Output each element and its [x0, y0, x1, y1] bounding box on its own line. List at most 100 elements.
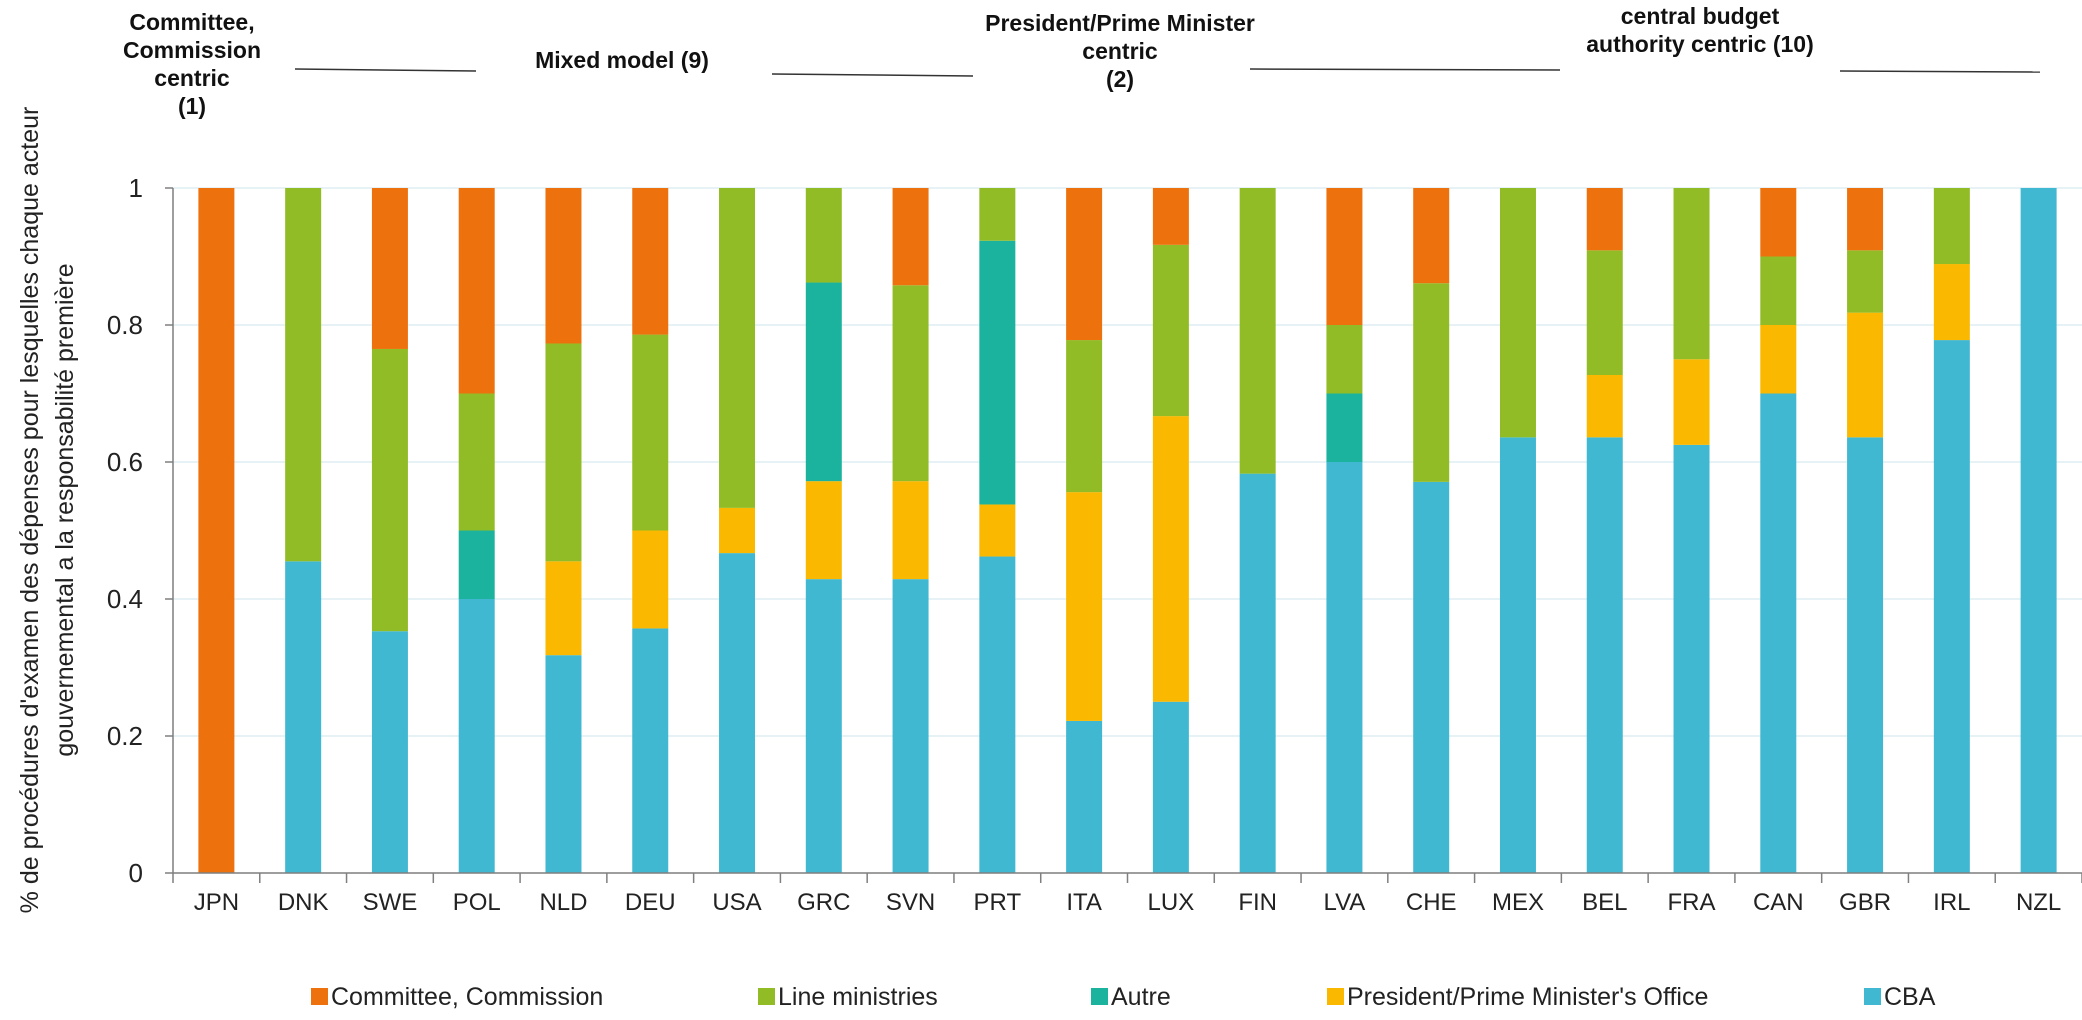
bar-segment-president-fra [1673, 359, 1710, 445]
bar-segment-line-dnk [285, 188, 322, 562]
x-tick-label: NZL [2016, 889, 2061, 916]
bar-segment-cba-can [1760, 393, 1797, 873]
legend-swatch-autre [1091, 988, 1108, 1005]
bar-segment-committee-swe [371, 188, 408, 349]
legend: Committee, Commission Line ministries Autr… [311, 983, 1936, 1011]
bar-segment-line-svn [892, 285, 929, 482]
bar-segment-autre-prt [979, 240, 1016, 505]
x-tick-label: CAN [1753, 889, 1804, 916]
y-tick-label: 0.4 [107, 584, 143, 614]
bar-segment-cba-prt [979, 556, 1016, 873]
y-axis-title: % de procédures d'examen des dépenses po… [16, 107, 79, 914]
bar-segment-cba-bel [1586, 437, 1623, 873]
x-tick-label: SVN [886, 889, 935, 916]
group-annotation-line: central budget [1621, 3, 1780, 29]
group-annotation-line: Committee, [129, 9, 254, 35]
legend-swatch-cba [1864, 988, 1881, 1005]
bar-segment-cba-nld [545, 655, 582, 873]
bar-segment-line-fra [1673, 188, 1710, 360]
bar-segment-president-ita [1066, 492, 1103, 721]
bar-segment-line-swe [371, 348, 408, 632]
bar-segment-autre-pol [458, 530, 495, 599]
group-separator-line [1249, 68, 1561, 71]
bar-segment-line-prt [979, 188, 1016, 241]
bar-segment-committee-deu [632, 188, 669, 335]
bar-segment-line-fin [1239, 188, 1276, 474]
bar-segment-cba-fin [1239, 473, 1276, 873]
y-axis-title-line: gouvernemental a la responsabilité premi… [51, 263, 79, 756]
bar-segment-autre-lva [1326, 393, 1363, 462]
bar-segment-president-irl [1933, 264, 1970, 341]
bar-segment-cba-swe [371, 631, 408, 873]
x-tick-label: ITA [1066, 889, 1102, 916]
bar-segment-cba-fra [1673, 444, 1710, 873]
group-annotation-line: Mixed model (9) [535, 47, 709, 73]
bar-segment-line-gbr [1847, 250, 1884, 313]
bar-segment-line-mex [1499, 188, 1536, 438]
bar-segment-president-usa [719, 507, 756, 554]
bar-segment-president-prt [979, 504, 1016, 557]
x-tick-label: IRL [1933, 889, 1970, 916]
x-tick-label: GBR [1839, 889, 1891, 916]
x-tick-label: JPN [194, 889, 239, 916]
bar-segment-line-usa [719, 188, 756, 508]
x-tick-label: MEX [1492, 889, 1544, 916]
bar-segment-line-lux [1152, 244, 1189, 417]
bar-segment-committee-gbr [1847, 188, 1884, 251]
bar-segment-president-grc [805, 481, 842, 580]
bar-segment-line-grc [805, 188, 842, 283]
bar-segment-committee-svn [892, 188, 929, 286]
bar-segment-committee-nld [545, 188, 582, 344]
bar-segment-president-lux [1152, 416, 1189, 702]
x-tick-label: FRA [1668, 889, 1716, 916]
group-separator-line [1839, 70, 2041, 73]
bar-segment-cba-gbr [1847, 437, 1884, 873]
bar-segment-line-pol [458, 393, 495, 531]
bars-layer [198, 188, 2057, 873]
group-annotation-line: President/Prime Minister [985, 10, 1255, 36]
x-tick-label: LUX [1148, 889, 1195, 916]
group-separator-line [294, 68, 477, 72]
x-tick-label: NLD [539, 889, 587, 916]
y-tick-label: 0.2 [107, 721, 143, 751]
bar-segment-president-bel [1586, 375, 1623, 438]
x-tick-label: SWE [363, 889, 418, 916]
group-separator-line [771, 73, 974, 77]
bar-segment-president-deu [632, 530, 669, 629]
x-tick-label: DNK [278, 889, 329, 916]
x-tick-label: GRC [797, 889, 850, 916]
bar-segment-line-lva [1326, 325, 1363, 394]
legend-label-committee: Committee, Commission [331, 983, 603, 1011]
group-annotation-line: authority centric (10) [1586, 31, 1814, 57]
bar-segment-committee-ita [1066, 188, 1103, 341]
bar-segment-cba-deu [632, 628, 669, 873]
x-tick-label: POL [453, 889, 501, 916]
legend-label-line: Line ministries [778, 983, 938, 1011]
bar-segment-cba-ita [1066, 720, 1103, 873]
bar-segment-president-gbr [1847, 312, 1884, 438]
group-annotation-line: centric [1082, 38, 1158, 64]
axis-layer: 0 0.2 0.4 0.6 0.8 1 JPN DNK SWE POL NLD DEU USA GRC SV… [107, 173, 2082, 916]
y-tick-label: 0 [129, 858, 143, 888]
x-tick-label: DEU [625, 889, 676, 916]
legend-label-cba: CBA [1884, 983, 1936, 1011]
bar-segment-line-nld [545, 343, 582, 562]
bar-segment-line-ita [1066, 340, 1103, 493]
legend-swatch-president [1327, 988, 1344, 1005]
bar-segment-line-can [1760, 256, 1797, 325]
x-tick-label: LVA [1324, 889, 1366, 916]
x-tick-label: FIN [1238, 889, 1277, 916]
bar-segment-line-che [1413, 283, 1450, 482]
bar-segment-cba-lva [1326, 462, 1363, 873]
bar-segment-cba-che [1413, 481, 1450, 873]
y-tick-label: 1 [129, 173, 143, 203]
bar-segment-president-can [1760, 325, 1797, 394]
bar-segment-line-bel [1586, 250, 1623, 376]
group-annotation-line: (1) [178, 93, 206, 119]
bar-segment-line-deu [632, 334, 669, 531]
y-tick-label: 0.6 [107, 447, 143, 477]
legend-label-autre: Autre [1111, 983, 1171, 1011]
